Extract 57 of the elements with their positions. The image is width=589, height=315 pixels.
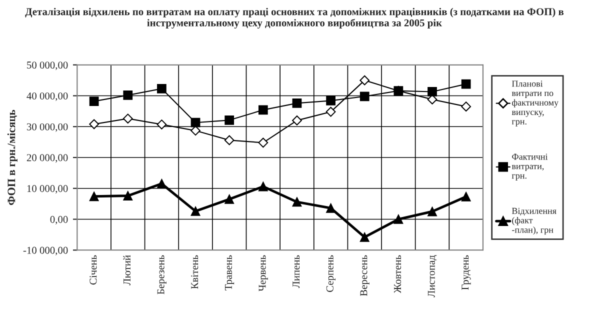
point (360, 232, 370, 242)
y-tick-label: 50 000,00 (27, 62, 68, 70)
point (122, 114, 133, 124)
point (326, 96, 336, 106)
point (394, 214, 404, 224)
point (190, 206, 200, 216)
point (258, 182, 268, 192)
point (89, 192, 99, 202)
point (156, 120, 167, 130)
point (190, 118, 200, 128)
y-axis-title: ФОП в грн./місяць (7, 110, 18, 206)
x-tick-label: Травень (225, 255, 234, 290)
y-tick-label: 0,00 (50, 216, 68, 224)
point (224, 194, 234, 204)
x-tick-label: Липень (292, 255, 300, 288)
y-tick-label: 20 000,00 (26, 154, 68, 163)
y-tick-label: -10 000,00 (23, 246, 68, 256)
point (258, 105, 268, 115)
point (326, 106, 336, 117)
y-tick-label: 10 000,00 (27, 185, 68, 194)
point (461, 192, 471, 202)
x-tick-label: Лютий (123, 255, 130, 286)
point (157, 84, 166, 94)
point (292, 98, 302, 108)
x-tick-label: Серпень (326, 255, 336, 292)
chart-title: Деталізація відхилень по витратам на оплату праці основних та допоміжних працівників (з податками на ФОП) в інструментальному цеху допоміжного виробництва за 2005 рік (25, 8, 564, 29)
x-tick-label: Квітень (191, 255, 198, 289)
point (258, 138, 268, 148)
point (224, 115, 234, 125)
x-tick-label: Листопад (428, 255, 437, 298)
x-tick-label: Січень (90, 255, 97, 285)
point (292, 197, 302, 207)
point (428, 87, 437, 96)
point (461, 102, 472, 112)
x-tick-label: Червень (258, 255, 268, 292)
point (89, 96, 99, 106)
point (326, 203, 336, 213)
point (360, 92, 370, 102)
legend-label: Планові витрати по фактичному випуску, грн. (512, 80, 559, 126)
legend-label: Фактичні витрати, грн. (512, 154, 548, 180)
point (190, 126, 200, 136)
point (461, 79, 471, 89)
y-tick-label: 40 000,00 (26, 92, 68, 101)
y-tick-label: 30 000,00 (26, 123, 68, 132)
legend-label: Відхилення (факт -план), грн (512, 208, 556, 235)
point (428, 206, 437, 216)
point (292, 116, 302, 126)
point (157, 179, 166, 188)
x-tick-label: Грудень (462, 255, 471, 290)
point (360, 75, 370, 86)
x-tick-label: Березень (157, 255, 166, 294)
point (224, 135, 234, 146)
point (123, 90, 133, 100)
x-tick-label: Вересень (360, 255, 370, 296)
point (123, 191, 133, 200)
x-tick-label: Жовтень (394, 255, 402, 294)
point (89, 119, 100, 130)
